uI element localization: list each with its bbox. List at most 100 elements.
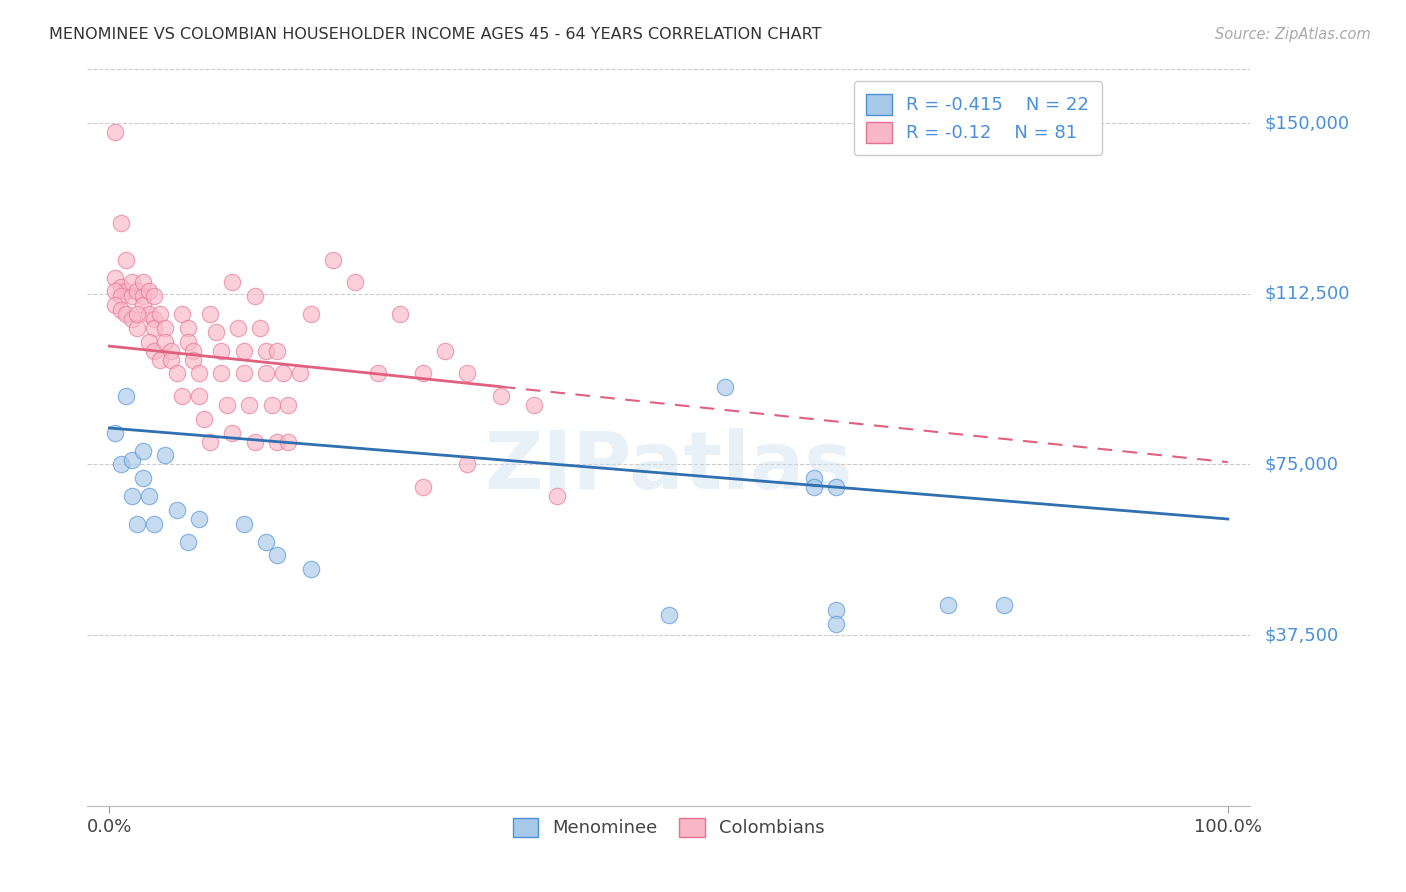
Point xyxy=(110,216,132,230)
Point xyxy=(127,321,149,335)
Point xyxy=(132,443,155,458)
Point xyxy=(658,607,681,622)
Point xyxy=(121,276,143,290)
Point xyxy=(198,434,221,449)
Point xyxy=(110,280,132,294)
Point xyxy=(143,311,166,326)
Point xyxy=(546,489,568,503)
Point xyxy=(143,516,166,531)
Point xyxy=(181,352,204,367)
Point xyxy=(187,512,209,526)
Point xyxy=(209,367,232,381)
Point xyxy=(198,307,221,321)
Point xyxy=(238,398,260,412)
Text: $37,500: $37,500 xyxy=(1264,626,1339,644)
Point xyxy=(433,343,456,358)
Text: $112,500: $112,500 xyxy=(1264,285,1350,302)
Point xyxy=(271,367,294,381)
Point xyxy=(266,343,288,358)
Point xyxy=(254,367,277,381)
Point xyxy=(232,516,254,531)
Point xyxy=(110,302,132,317)
Point xyxy=(456,458,478,472)
Point xyxy=(138,307,160,321)
Point xyxy=(127,307,149,321)
Point xyxy=(456,367,478,381)
Point xyxy=(172,389,194,403)
Text: $150,000: $150,000 xyxy=(1264,114,1350,132)
Point xyxy=(143,343,166,358)
Point xyxy=(121,311,143,326)
Point xyxy=(389,307,412,321)
Point xyxy=(260,398,283,412)
Point xyxy=(143,321,166,335)
Point xyxy=(226,321,249,335)
Point xyxy=(160,343,183,358)
Point xyxy=(344,276,367,290)
Point xyxy=(187,367,209,381)
Point xyxy=(121,453,143,467)
Text: $75,000: $75,000 xyxy=(1264,456,1339,474)
Point xyxy=(489,389,512,403)
Point xyxy=(299,562,322,576)
Point xyxy=(166,367,188,381)
Point xyxy=(149,352,172,367)
Point xyxy=(266,549,288,563)
Point xyxy=(127,516,149,531)
Point xyxy=(232,343,254,358)
Text: Source: ZipAtlas.com: Source: ZipAtlas.com xyxy=(1215,27,1371,42)
Point xyxy=(249,321,271,335)
Point xyxy=(121,289,143,303)
Point xyxy=(115,307,138,321)
Point xyxy=(121,489,143,503)
Point xyxy=(132,471,155,485)
Point xyxy=(412,367,434,381)
Point xyxy=(138,285,160,299)
Point xyxy=(713,380,735,394)
Point xyxy=(155,448,177,462)
Point xyxy=(143,289,166,303)
Point xyxy=(132,298,155,312)
Point xyxy=(181,343,204,358)
Point xyxy=(803,471,825,485)
Point xyxy=(138,489,160,503)
Point xyxy=(936,599,959,613)
Point xyxy=(277,398,299,412)
Point xyxy=(825,603,848,617)
Point xyxy=(322,252,344,267)
Point xyxy=(104,285,127,299)
Point xyxy=(187,389,209,403)
Text: ZIPatlas: ZIPatlas xyxy=(485,427,853,506)
Point xyxy=(288,367,311,381)
Point xyxy=(110,289,132,303)
Point xyxy=(149,307,172,321)
Point xyxy=(176,334,198,349)
Point xyxy=(299,307,322,321)
Point xyxy=(412,480,434,494)
Point xyxy=(243,434,266,449)
Point xyxy=(243,289,266,303)
Point xyxy=(115,389,138,403)
Point xyxy=(127,285,149,299)
Point xyxy=(166,503,188,517)
Point xyxy=(132,289,155,303)
Point xyxy=(204,326,226,340)
Point xyxy=(176,534,198,549)
Point xyxy=(104,125,127,139)
Point xyxy=(221,425,243,440)
Point xyxy=(232,367,254,381)
Point xyxy=(104,425,127,440)
Point xyxy=(266,434,288,449)
Point xyxy=(193,412,215,426)
Point xyxy=(155,334,177,349)
Point xyxy=(803,480,825,494)
Point xyxy=(176,321,198,335)
Point xyxy=(523,398,546,412)
Point xyxy=(825,480,848,494)
Point xyxy=(367,367,389,381)
Point xyxy=(254,534,277,549)
Point xyxy=(110,458,132,472)
Point xyxy=(209,343,232,358)
Text: MENOMINEE VS COLOMBIAN HOUSEHOLDER INCOME AGES 45 - 64 YEARS CORRELATION CHART: MENOMINEE VS COLOMBIAN HOUSEHOLDER INCOM… xyxy=(49,27,821,42)
Point xyxy=(277,434,299,449)
